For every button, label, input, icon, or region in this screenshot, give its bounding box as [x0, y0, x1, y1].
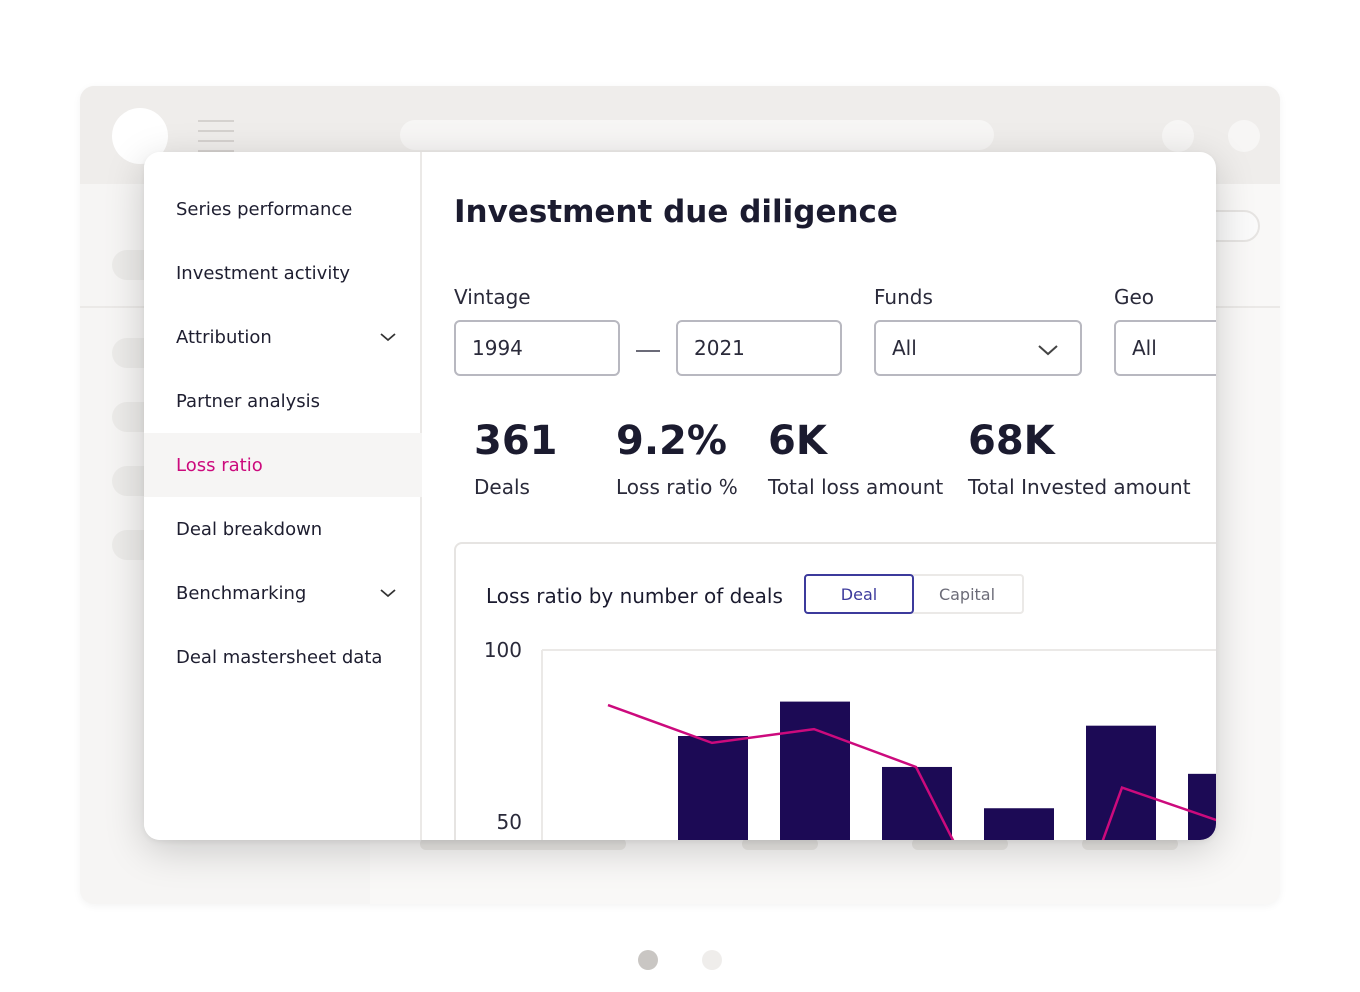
page-title: Investment due diligence: [454, 194, 898, 230]
sidebar-item-partner-analysis[interactable]: Partner analysis: [144, 369, 422, 433]
background-dot: [1162, 120, 1194, 152]
stat-total-loss-label: Total loss amount: [768, 475, 944, 499]
stat-loss-ratio-label: Loss ratio %: [616, 475, 738, 499]
stat-deals-value: 361: [474, 418, 558, 464]
stat-total-invested-value: 68K: [968, 418, 1055, 464]
sidebar-item-label: Partner analysis: [176, 390, 321, 412]
geo-label: Geo: [1114, 285, 1155, 309]
chart-bar[interactable]: [780, 701, 850, 840]
sidebar-item-deal-mastersheet-data[interactable]: Deal mastersheet data: [144, 625, 422, 689]
sidebar-item-attribution[interactable]: Attribution: [144, 305, 422, 369]
vintage-to-input[interactable]: 2021: [676, 320, 842, 376]
sidebar-item-label: Deal breakdown: [176, 518, 323, 540]
background-url-bar: [400, 120, 994, 150]
sidebar-nav: Series performance Investment activity A…: [144, 152, 422, 840]
chevron-down-icon: [1038, 345, 1058, 356]
background-bar: [742, 838, 818, 850]
sidebar-item-label: Investment activity: [176, 262, 351, 284]
sidebar-item-label: Benchmarking: [176, 582, 307, 604]
vintage-from-input[interactable]: 1994: [454, 320, 620, 376]
sidebar-item-deal-breakdown[interactable]: Deal breakdown: [144, 497, 422, 561]
stat-deals-label: Deals: [474, 475, 530, 499]
stat-loss-ratio-value: 9.2%: [616, 418, 727, 464]
pager-dot-active[interactable]: [638, 950, 658, 970]
sidebar-item-label: Attribution: [176, 326, 272, 348]
sidebar-item-series-performance[interactable]: Series performance: [144, 177, 422, 241]
funds-label: Funds: [874, 285, 933, 309]
sidebar-item-label: Deal mastersheet data: [176, 646, 383, 668]
chart-bar[interactable]: [678, 736, 748, 840]
chart-bar[interactable]: [984, 808, 1054, 840]
background-dot: [1228, 120, 1260, 152]
hamburger-icon: [198, 120, 234, 160]
sidebar-item-benchmarking[interactable]: Benchmarking: [144, 561, 422, 625]
sidebar-item-loss-ratio[interactable]: Loss ratio: [144, 433, 422, 497]
vintage-from-value: 1994: [472, 336, 523, 360]
chart-line-series[interactable]: [607, 703, 1216, 840]
chevron-down-icon[interactable]: [378, 327, 398, 347]
funds-value: All: [892, 336, 917, 360]
pager-dot[interactable]: [702, 950, 722, 970]
toggle-capital-button[interactable]: Capital: [912, 574, 1024, 614]
stat-total-invested-label: Total Invested amount: [968, 475, 1191, 499]
chart-title: Loss ratio by number of deals: [486, 584, 783, 608]
sidebar-item-label: Series performance: [176, 198, 353, 220]
chart-axis: [541, 649, 1216, 840]
geo-value: All: [1132, 336, 1157, 360]
y-tick-label: 100: [484, 638, 522, 662]
chart-bar[interactable]: [1188, 773, 1216, 840]
funds-select[interactable]: All: [874, 320, 1082, 376]
background-bar: [1082, 838, 1178, 850]
dashboard-card: Series performance Investment activity A…: [144, 152, 1216, 840]
background-bar: [912, 838, 1008, 850]
loss-ratio-chart: 100 50: [484, 638, 1216, 840]
range-dash: [636, 350, 660, 352]
chart-card: Loss ratio by number of deals Deal Capit…: [454, 542, 1216, 840]
background-bar: [420, 838, 626, 850]
chart-bar[interactable]: [1086, 725, 1156, 840]
sidebar-item-investment-activity[interactable]: Investment activity: [144, 241, 422, 305]
toggle-deal-button[interactable]: Deal: [804, 574, 914, 614]
vintage-label: Vintage: [454, 285, 531, 309]
chevron-down-icon[interactable]: [378, 583, 398, 603]
y-tick-label: 50: [497, 810, 522, 834]
chart-bar[interactable]: [882, 766, 952, 840]
main-content: Investment due diligence Vintage 1994 20…: [424, 152, 1216, 840]
vintage-to-value: 2021: [694, 336, 745, 360]
sidebar-item-label: Loss ratio: [176, 454, 263, 476]
stat-total-loss-value: 6K: [768, 418, 827, 464]
geo-select[interactable]: All: [1114, 320, 1216, 376]
